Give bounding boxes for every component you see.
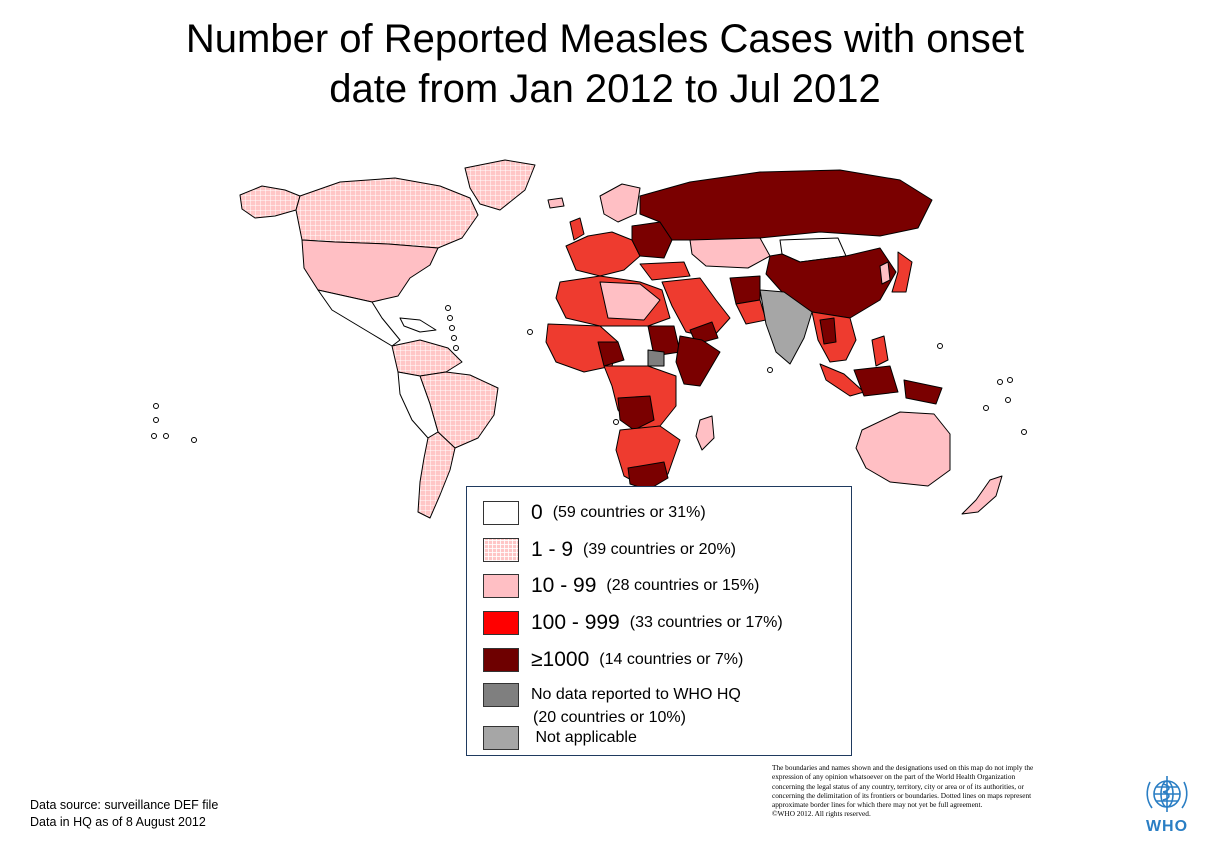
map-title-line2: date from Jan 2012 to Jul 2012 xyxy=(329,67,881,111)
legend-count: (59 countries or 31%) xyxy=(552,504,706,521)
region-turkey xyxy=(639,261,691,281)
region-scandinavia xyxy=(599,183,641,223)
legend-swatch-not-applicable xyxy=(483,726,519,750)
legend-swatch-one-to-nine xyxy=(483,538,519,562)
region-south-africa xyxy=(627,461,669,491)
region-iceland xyxy=(547,197,565,209)
legend-subtext-no-data: (20 countries or 10%) xyxy=(533,709,686,726)
data-source-note: Data source: surveillance DEF file Data … xyxy=(30,797,218,831)
legend-item-one-to-nine: 1 - 9 (39 countries or 20%) xyxy=(483,537,736,563)
region-west-africa xyxy=(545,323,619,373)
region-greenland xyxy=(464,159,536,211)
legend-count: (33 countries or 17%) xyxy=(629,614,783,631)
region-caribbean xyxy=(399,317,437,333)
region-pakistan xyxy=(735,299,767,325)
disclaimer-line: The boundaries and names shown and the d… xyxy=(772,763,1034,772)
region-south-sudan xyxy=(647,349,665,367)
legend-swatch-ten-to-99 xyxy=(483,574,519,598)
legend-range: 100 - 999 xyxy=(531,611,620,634)
data-date-line: Data in HQ as of 8 August 2012 xyxy=(30,815,206,829)
who-emblem-icon xyxy=(1146,776,1188,812)
map-title-line1: Number of Reported Measles Cases with on… xyxy=(185,17,1025,61)
disclaimer-line: ©WHO 2012. All rights reserved. xyxy=(772,809,871,819)
disclaimer-line: expression of any opinion whatsoever on … xyxy=(772,772,1016,782)
legend-item-thousand-plus: ≥1000 (14 countries or 7%) xyxy=(483,647,743,673)
region-sahara xyxy=(599,281,661,321)
region-uk xyxy=(569,217,585,241)
legend-swatch-thousand-plus xyxy=(483,648,519,672)
region-canada xyxy=(295,177,479,249)
region-new-zealand xyxy=(961,475,1003,515)
world-map xyxy=(151,159,1027,519)
small-island-markers xyxy=(151,305,1027,443)
legend-range: 1 - 9 xyxy=(531,538,574,561)
legend-swatch-no-data xyxy=(483,683,519,707)
region-korea xyxy=(879,261,891,285)
legend-range: 0 xyxy=(531,501,543,524)
region-kazakhstan xyxy=(689,237,771,269)
region-png xyxy=(903,379,943,405)
legend-item-hundred-to-999: 100 - 999 (33 countries or 17%) xyxy=(483,610,783,636)
region-mexico xyxy=(317,289,401,347)
region-india xyxy=(759,289,813,365)
region-myanmar xyxy=(819,317,837,345)
region-middle-east xyxy=(661,277,731,339)
region-alaska xyxy=(239,185,301,219)
disclaimer: The boundaries and names shown and the d… xyxy=(772,763,1132,819)
region-china xyxy=(765,247,897,319)
disclaimer-line: approximate border lines for which there… xyxy=(772,800,983,810)
data-source-line: Data source: surveillance DEF file xyxy=(30,798,219,812)
region-nigeria xyxy=(597,341,625,367)
legend-item-zero: 0 (59 countries or 31%) xyxy=(483,500,706,526)
legend-count: (14 countries or 7%) xyxy=(599,651,744,668)
region-philippines xyxy=(871,335,889,367)
disclaimer-line: concerning the legal status of any count… xyxy=(772,781,1024,791)
region-madagascar xyxy=(695,415,715,451)
legend-text: Not applicable xyxy=(531,729,637,746)
region-russia xyxy=(639,169,933,241)
region-drc xyxy=(617,395,655,431)
legend-item-no-data: No data reported to WHO HQ xyxy=(483,682,741,708)
region-japan xyxy=(891,251,913,293)
map-legend: 0 (59 countries or 31%) 1 - 9 (39 countr… xyxy=(466,486,852,756)
region-usa xyxy=(301,239,439,303)
legend-range: 10 - 99 xyxy=(531,574,597,597)
legend-range: ≥1000 xyxy=(531,648,590,671)
region-afghanistan xyxy=(729,275,761,305)
legend-swatch-zero xyxy=(483,501,519,525)
legend-text: No data reported to WHO HQ xyxy=(531,686,741,703)
legend-count: (39 countries or 20%) xyxy=(583,541,736,558)
legend-item-not-applicable: Not applicable xyxy=(483,725,637,751)
region-southern-cone xyxy=(417,431,456,519)
legend-count: (28 countries or 15%) xyxy=(606,577,760,594)
region-indonesia-east xyxy=(853,365,899,397)
region-australia xyxy=(855,411,951,487)
region-south-america-north xyxy=(391,339,463,377)
map-title: Number of Reported Measles Cases with on… xyxy=(0,14,1210,114)
region-indonesia-west xyxy=(819,363,865,397)
legend-item-ten-to-99: 10 - 99 (28 countries or 15%) xyxy=(483,573,759,599)
region-horn-africa xyxy=(675,335,721,387)
legend-swatch-hundred-to-999 xyxy=(483,611,519,635)
disclaimer-line: concerning the delimitation of its front… xyxy=(772,790,1032,800)
who-logo-text: WHO xyxy=(1145,818,1189,835)
